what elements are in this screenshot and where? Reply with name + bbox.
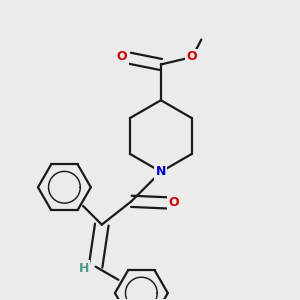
Text: O: O (187, 50, 197, 63)
Text: N: N (156, 165, 166, 178)
Text: O: O (117, 50, 127, 63)
Text: H: H (79, 262, 89, 275)
Text: O: O (169, 196, 179, 209)
